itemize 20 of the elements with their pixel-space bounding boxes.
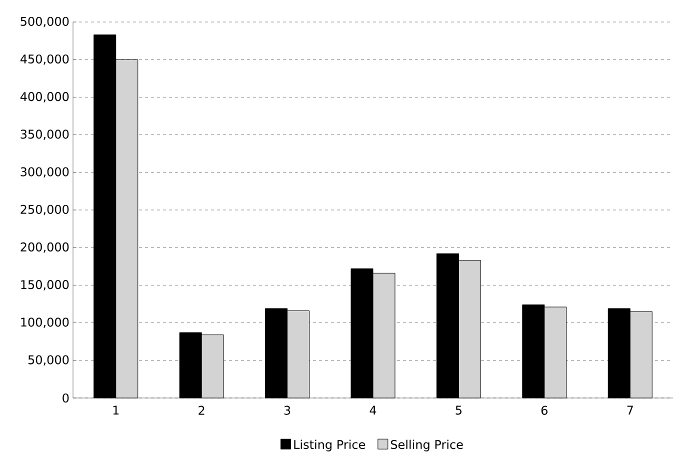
y-tick-label: 100,000 — [21, 318, 69, 328]
x-tick-label: 5 — [456, 406, 462, 415]
y-tick-label: 0 — [62, 393, 69, 403]
x-tick-label: 4 — [370, 406, 376, 415]
y-tick-label: 400,000 — [20, 92, 69, 102]
y-tick-label: 300,000 — [20, 167, 69, 178]
y-tick-label: 350,000 — [20, 130, 69, 140]
y-tick-label: 200,000 — [20, 242, 69, 253]
y-tick-label: 250,000 — [20, 204, 69, 216]
x-tick-label: 2 — [198, 406, 204, 415]
legend-label: Listing Price — [294, 440, 366, 452]
y-tick-label: 50,000 — [28, 355, 69, 366]
y-tick-label: 500,000 — [20, 16, 69, 28]
x-tick-label: 3 — [284, 406, 290, 415]
y-tick-label: 150,000 — [21, 280, 69, 290]
x-tick-label: 1 — [113, 406, 119, 415]
x-tick-label: 7 — [627, 406, 633, 415]
x-tick-label: 6 — [541, 406, 548, 415]
legend-label: Selling Price — [390, 440, 463, 452]
y-tick-label: 450,000 — [20, 54, 69, 65]
